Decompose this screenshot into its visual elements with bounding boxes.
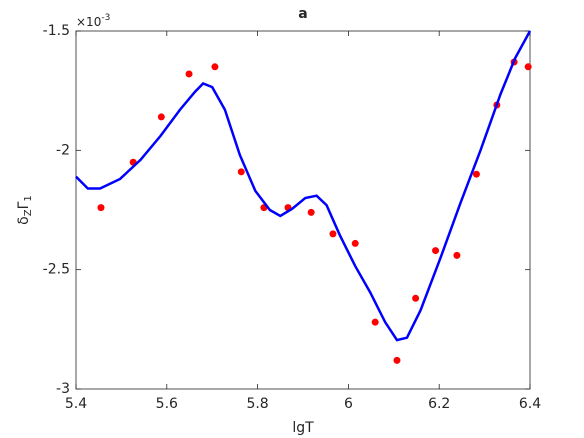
data-point bbox=[237, 168, 245, 176]
data-point bbox=[412, 294, 420, 302]
y-label-part: 1 bbox=[23, 195, 34, 201]
data-point bbox=[185, 70, 193, 78]
x-axis-label: lgT bbox=[292, 420, 314, 436]
y-axis-label: δZΓ1 bbox=[16, 195, 34, 225]
data-point bbox=[211, 63, 219, 71]
data-point bbox=[329, 230, 337, 238]
exponent-base: ×10 bbox=[76, 15, 101, 29]
data-point bbox=[472, 170, 480, 178]
axes-box bbox=[75, 30, 531, 390]
y-label-part: δ bbox=[16, 216, 32, 225]
y-label-part: Z bbox=[23, 209, 34, 216]
y-tick-label: -2 bbox=[56, 142, 70, 158]
x-tick-label: 5.6 bbox=[156, 396, 178, 412]
x-tick-label: 6.2 bbox=[428, 396, 450, 412]
data-point bbox=[371, 318, 379, 326]
y-tick-label: -3 bbox=[56, 381, 70, 397]
x-tick-label: 5.4 bbox=[65, 396, 87, 412]
data-point bbox=[453, 251, 461, 259]
x-tick-label: 6.4 bbox=[519, 396, 541, 412]
fit-line bbox=[75, 30, 532, 342]
y-tick-label: -1.5 bbox=[43, 23, 70, 39]
data-point bbox=[157, 113, 165, 121]
data-point bbox=[524, 63, 532, 71]
data-point bbox=[307, 208, 315, 216]
exponent-power: -3 bbox=[101, 13, 110, 23]
data-point bbox=[432, 247, 440, 255]
y-tick-label: -2.5 bbox=[43, 262, 70, 278]
chart-title: a bbox=[298, 6, 307, 22]
data-point bbox=[97, 204, 105, 212]
data-point bbox=[393, 356, 401, 364]
y-exponent: ×10-3 bbox=[76, 13, 110, 29]
data-point bbox=[351, 239, 359, 247]
x-tick-label: 6 bbox=[344, 396, 353, 412]
x-tick-label: 5.8 bbox=[246, 396, 268, 412]
y-label-part: Γ bbox=[16, 201, 32, 209]
